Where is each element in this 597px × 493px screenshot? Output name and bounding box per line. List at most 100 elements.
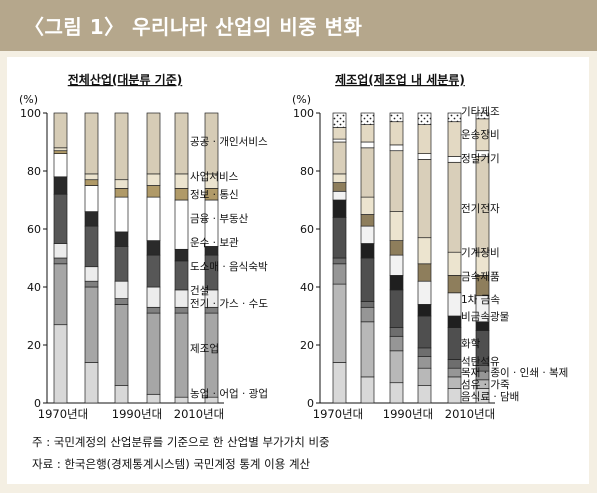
y-tick-label: 40 [300, 281, 314, 294]
bar-segment [174, 188, 189, 201]
bar-segment [114, 385, 129, 404]
bar-segment [447, 251, 462, 276]
chart-title: 전체산업(대분류 기준) [68, 72, 183, 87]
chart-title: 제조업(제조업 내 세분류) [335, 72, 465, 87]
x-tick-label: 1990년대 [112, 407, 162, 421]
y-unit-label: (%) [292, 93, 311, 106]
bar-segment [53, 153, 68, 178]
y-tick-label: 20 [27, 339, 41, 352]
series-label: 금속제품 [461, 271, 500, 283]
series-label: 정보 · 통신 [190, 189, 239, 201]
bar-segment [84, 112, 99, 175]
bar-segment [332, 283, 347, 363]
bar-segment [84, 225, 99, 268]
bar-segment [417, 159, 432, 239]
series-label: 농업 · 어업 · 광업 [190, 387, 268, 400]
bar-segment [417, 153, 432, 160]
bar-segment [114, 188, 129, 198]
series-label: 도소매 · 음식숙박 [190, 261, 268, 273]
y-tick-label: 80 [27, 165, 41, 178]
y-tick-label: 0 [34, 397, 41, 410]
bar-segment [174, 199, 189, 250]
x-tick-label: 1970년대 [38, 407, 88, 421]
bar-segment [146, 240, 161, 256]
series-label: 기계장비 [461, 247, 500, 259]
y-tick-label: 100 [20, 107, 41, 120]
bar-segment [417, 304, 432, 317]
bar-segment [53, 147, 68, 152]
bar-segment [447, 367, 462, 378]
series-label: 석탄석유 [461, 356, 500, 368]
bar-segment [360, 147, 375, 198]
bar-segment [360, 196, 375, 215]
y-tick-label: 60 [300, 223, 314, 236]
bar-segment [146, 306, 161, 314]
series-label: 1차 금속 [461, 294, 500, 306]
bar-segment [389, 211, 404, 241]
bar-segment [417, 315, 432, 349]
series-label: 목재 · 종이 · 인쇄 · 복제 [461, 367, 568, 379]
bar-segment [332, 199, 347, 218]
bar-segment [332, 112, 347, 128]
bar-segment [146, 254, 161, 288]
series-label: 비금속광물 [461, 311, 510, 323]
bar-segment [447, 327, 462, 360]
series-label: 정밀기기 [461, 153, 500, 165]
bar-segment [114, 231, 129, 247]
bar-segment [417, 356, 432, 369]
bar-segment [84, 211, 99, 227]
bar-segment [204, 312, 219, 398]
bar-segment [53, 193, 68, 244]
series-label: 전기 · 가스 · 수도 [190, 298, 268, 310]
bar-segment [360, 301, 375, 308]
bar-segment [389, 144, 404, 152]
bar-segment [360, 321, 375, 378]
bar-segment [360, 214, 375, 227]
bar-segment [360, 376, 375, 404]
bar-segment [146, 286, 161, 308]
bar-segment [84, 173, 99, 181]
footnote: 주 : 국민계정의 산업분류를 기준으로 한 산업별 부가가치 비중 [32, 435, 330, 449]
bar-segment [417, 112, 432, 125]
bar-segment [389, 350, 404, 384]
series-label: 사업서비스 [190, 170, 239, 183]
series-label: 화학 [461, 338, 481, 350]
series-label: 운수 · 보관 [190, 237, 239, 249]
bar-segment [447, 388, 462, 404]
bar-segment [417, 124, 432, 154]
bar-segment [174, 248, 189, 262]
bar-segment [53, 243, 68, 259]
bar-segment [417, 385, 432, 404]
bar-segment [84, 362, 99, 404]
y-tick-label: 40 [27, 281, 41, 294]
figure-title: 〈그림 1〉 우리나라 산업의 비중 변화 [24, 15, 363, 39]
bar-segment [174, 306, 189, 314]
bar-segment [53, 150, 68, 154]
bar-segment [174, 173, 189, 189]
bar-segment [332, 141, 347, 175]
series-label: 제조업 [190, 342, 219, 355]
bar-segment [360, 306, 375, 323]
bar-segment [146, 393, 161, 404]
bar-segment [417, 367, 432, 386]
bar-segment [360, 124, 375, 143]
bar-segment [417, 237, 432, 265]
bar-segment [174, 289, 189, 308]
bar-segment [114, 280, 129, 299]
x-tick-label: 2010년대 [174, 407, 224, 421]
bar-segment [84, 179, 99, 186]
bar-segment [114, 196, 129, 233]
series-label: 공공 · 개인서비스 [190, 136, 268, 148]
series-label: 기타제조 [461, 106, 500, 118]
bar-segment [389, 327, 404, 337]
bar-segment [389, 335, 404, 352]
bar-segment [389, 121, 404, 146]
bar-segment [332, 362, 347, 404]
bar-segment [114, 112, 129, 181]
bar-segment [447, 121, 462, 157]
bar-segment [53, 112, 68, 149]
bar-segment [389, 289, 404, 328]
bar-segment [447, 156, 462, 163]
bar-segment [146, 312, 161, 395]
bar-segment [146, 196, 161, 241]
